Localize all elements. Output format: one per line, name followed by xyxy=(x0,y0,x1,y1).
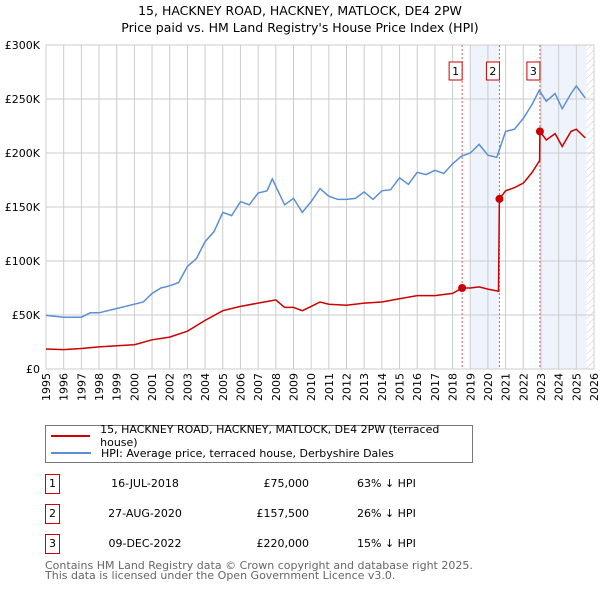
x-tick-label: 2000 xyxy=(128,373,141,401)
y-tick-label: £50K xyxy=(12,309,41,322)
x-tick-label: 2019 xyxy=(464,373,477,401)
sale-point-1 xyxy=(458,284,467,292)
sale-row: 2 27-AUG-2020 £157,500 26% ↓ HPI xyxy=(45,504,465,524)
sale-label-box-3 xyxy=(526,61,541,81)
sale-date: 16-JUL-2018 xyxy=(111,477,179,490)
legend-label-property: 15, HACKNEY ROAD, HACKNEY, MATLOCK, DE4 … xyxy=(100,423,440,449)
sale-price: £75,000 xyxy=(263,477,310,490)
x-tick-label: 1999 xyxy=(111,373,124,401)
sale-number: 1 xyxy=(45,474,60,494)
y-tick-label: £200K xyxy=(5,147,41,160)
x-tick-label: 2001 xyxy=(146,373,159,401)
x-tick-label: 2003 xyxy=(181,373,194,401)
sale-label-1: 1 xyxy=(452,65,459,78)
sale-date: 27-AUG-2020 xyxy=(108,507,182,520)
sale-label-3: 3 xyxy=(530,65,537,78)
x-tick-label: 1995 xyxy=(40,373,53,401)
x-tick-label: 2016 xyxy=(411,373,424,401)
x-tick-label: 2006 xyxy=(234,373,247,401)
x-tick-label: 2026 xyxy=(588,373,600,401)
chart-subtitle: Price paid vs. HM Land Registry's House … xyxy=(121,20,479,35)
legend-label-hpi: HPI: Average price, terraced house, Derb… xyxy=(101,446,394,460)
series-line-hpi xyxy=(45,84,586,318)
legend-swatch-hpi xyxy=(51,452,91,454)
x-tick-label: 2005 xyxy=(217,373,230,401)
legend: 15, HACKNEY ROAD, HACKNEY, MATLOCK, DE4 … xyxy=(45,423,473,463)
legend-swatch-property xyxy=(51,435,91,437)
x-tick-label: 2009 xyxy=(287,373,300,401)
sale-point-3 xyxy=(535,127,544,136)
chart-title: 15, HACKNEY ROAD, HACKNEY, MATLOCK, DE4 … xyxy=(138,3,462,18)
y-tick-label: £250K xyxy=(5,93,41,106)
sale-hpi-diff: 15% ↓ HPI xyxy=(357,537,416,550)
x-tick-label: 1997 xyxy=(75,373,88,401)
x-tick-label: 2023 xyxy=(535,373,548,401)
y-tick-label: £100K xyxy=(5,255,41,268)
x-tick-label: 1996 xyxy=(58,373,71,401)
x-tick-label: 2004 xyxy=(199,373,212,401)
plot-border xyxy=(45,44,595,370)
sale-point-2 xyxy=(495,194,504,203)
x-tick-label: 2012 xyxy=(341,373,354,401)
sale-number: 2 xyxy=(45,504,60,524)
sale-price: £157,500 xyxy=(256,507,310,520)
x-tick-label: 2021 xyxy=(500,373,513,401)
x-tick-label: 2014 xyxy=(376,373,389,401)
x-tick-label: 2002 xyxy=(164,373,177,401)
y-tick-label: £150K xyxy=(5,201,41,214)
sale-label-2: 2 xyxy=(489,65,496,78)
x-tick-label: 2025 xyxy=(570,373,583,401)
sale-row: 3 09-DEC-2022 £220,000 15% ↓ HPI xyxy=(45,534,465,554)
x-tick-label: 2011 xyxy=(323,373,336,401)
x-tick-label: 1998 xyxy=(93,373,106,401)
x-tick-label: 2017 xyxy=(429,373,442,401)
sale-hpi-diff: 26% ↓ HPI xyxy=(357,507,416,520)
sale-hpi-diff: 63% ↓ HPI xyxy=(357,477,416,490)
y-tick-label: £300K xyxy=(5,39,41,52)
sale-date: 09-DEC-2022 xyxy=(108,537,182,550)
y-tick-label: £0 xyxy=(26,363,40,376)
x-tick-label: 2007 xyxy=(252,373,265,401)
footer-line-1: Contains HM Land Registry data © Crown c… xyxy=(45,559,473,572)
plot-area: 1995 1996 1997 1998 1999 2000 2001 2002 2003 2004… xyxy=(5,39,600,401)
sale-label-box-2 xyxy=(485,61,500,81)
x-tick-label: 2024 xyxy=(553,373,566,401)
x-tick-label: 2013 xyxy=(358,373,371,401)
sale-label-box-1 xyxy=(448,61,463,81)
x-tick-label: 2008 xyxy=(270,373,283,401)
x-tick-label: 2015 xyxy=(394,373,407,401)
sale-number: 3 xyxy=(45,534,60,554)
x-tick-label: 2020 xyxy=(482,373,495,401)
sale-row: 1 16-JUL-2018 £75,000 63% ↓ HPI xyxy=(45,474,465,494)
sale-price: £220,000 xyxy=(256,537,310,550)
series-line-property xyxy=(45,128,586,351)
x-tick-label: 2022 xyxy=(517,373,530,401)
x-tick-label: 2018 xyxy=(447,373,460,401)
x-tick-label: 2010 xyxy=(305,373,318,401)
footer-line-2: This data is licensed under the Open Gov… xyxy=(45,569,396,582)
